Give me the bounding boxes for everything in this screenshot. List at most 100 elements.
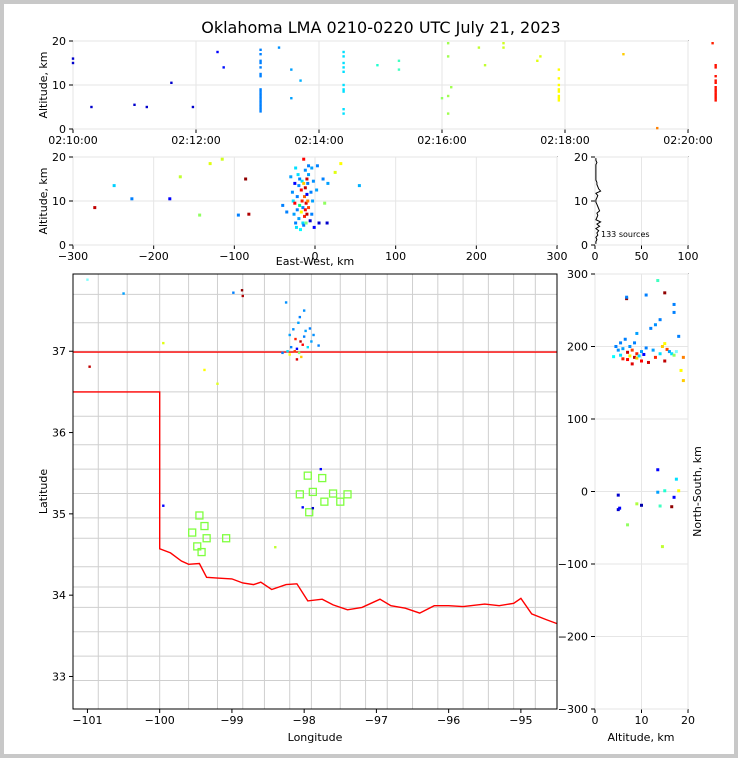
source-point	[342, 61, 345, 65]
source-point	[259, 48, 262, 51]
source-point	[259, 88, 262, 91]
source-point	[290, 97, 293, 100]
source-point	[220, 157, 224, 161]
source-point	[170, 81, 173, 84]
source-point	[71, 61, 75, 65]
source-point	[288, 333, 291, 337]
station-marker	[308, 487, 317, 497]
source-point	[259, 99, 262, 102]
ns-alt-y-tick-label: 300	[567, 268, 588, 281]
source-point	[306, 181, 310, 185]
histogram-x-tick-label: 0	[592, 250, 599, 263]
north-south-altitude-panel: 0 10 20 −300 −200 −100 0 100 200 300 Altitude, km N…	[558, 268, 704, 744]
source-point	[446, 94, 450, 98]
source-point	[642, 352, 646, 356]
ew-height-x-axis-label: East-West, km	[276, 255, 354, 268]
ew-height-x-tick-label: −100	[219, 250, 249, 263]
source-point	[397, 68, 401, 71]
source-point	[670, 505, 674, 509]
source-point	[557, 97, 561, 100]
source-point	[162, 341, 165, 345]
source-point	[310, 166, 314, 170]
source-point	[649, 326, 653, 330]
source-point	[291, 199, 295, 203]
ns-alt-x-tick-label: 10	[635, 714, 649, 727]
source-point	[663, 359, 667, 363]
east-west-altitude-panel: −300 −200 −100 0 100 200 300 0 10 20 East-West, km…	[37, 151, 568, 268]
source-point	[450, 86, 453, 89]
source-point	[626, 350, 630, 354]
source-point	[660, 345, 664, 348]
source-point	[299, 340, 302, 343]
source-point	[357, 184, 361, 188]
source-point	[644, 346, 648, 350]
source-point	[342, 83, 345, 87]
source-point	[628, 345, 632, 348]
source-point	[305, 192, 309, 196]
source-point	[321, 177, 325, 181]
source-point	[376, 64, 379, 67]
source-point	[711, 42, 714, 45]
source-point	[656, 126, 659, 130]
source-point	[281, 203, 285, 207]
source-point	[623, 337, 627, 341]
ew-height-y-tick-label: 10	[52, 195, 66, 208]
source-point	[297, 217, 301, 221]
source-point	[162, 504, 165, 507]
source-point	[658, 504, 662, 508]
source-point	[440, 97, 444, 100]
county-boundaries	[73, 274, 557, 709]
source-point	[281, 351, 284, 355]
ew-height-x-tick-label: −200	[139, 250, 169, 263]
source-point	[306, 345, 309, 349]
source-point	[342, 70, 345, 73]
source-point	[628, 354, 632, 358]
source-point	[303, 208, 307, 212]
source-point	[308, 219, 312, 223]
source-point	[259, 92, 262, 95]
source-point	[663, 342, 667, 346]
ew-height-x-tick-label: 300	[547, 250, 568, 263]
source-point	[646, 360, 650, 364]
source-point	[315, 188, 319, 192]
ew-height-x-tick-label: −300	[58, 250, 88, 263]
station-marker	[200, 521, 209, 531]
source-point	[714, 97, 717, 100]
source-point	[672, 302, 676, 306]
source-point	[241, 294, 244, 298]
source-point	[311, 199, 315, 203]
source-point	[667, 350, 671, 354]
source-point	[674, 477, 678, 481]
source-point	[304, 201, 308, 205]
source-point	[259, 97, 262, 100]
source-point	[656, 490, 660, 494]
source-point	[294, 225, 298, 229]
source-point	[323, 201, 327, 205]
ew-height-y-tick-label: 0	[59, 239, 66, 252]
source-point	[557, 88, 561, 91]
source-point	[670, 352, 674, 356]
map-x-tick-label: −96	[437, 714, 460, 727]
ns-alt-x-tick-label: 20	[681, 714, 695, 727]
source-point	[293, 201, 297, 205]
ns-alt-y-tick-label: 100	[567, 413, 588, 426]
oklahoma-state-border	[73, 391, 558, 625]
source-point	[285, 210, 289, 214]
source-point	[630, 362, 634, 366]
plan-view-map-panel: −101 −100 −99 −98 −97 −96 −95 33 34 35 36 37 Longitu…	[37, 273, 558, 744]
source-point	[635, 331, 639, 335]
source-point	[477, 46, 481, 49]
source-point	[342, 108, 345, 111]
source-point	[311, 506, 315, 510]
station-marker	[343, 490, 352, 499]
source-point	[305, 177, 309, 181]
source-point	[665, 347, 669, 351]
map-x-tick-label: −99	[220, 714, 243, 727]
ns-alt-y-tick-label: −300	[558, 703, 588, 716]
source-point	[640, 359, 643, 363]
source-point	[259, 110, 262, 113]
time-height-panel: 02:10:00 02:12:00 02:14:00 02:16:00 02:18:00…	[37, 35, 717, 147]
station-marker	[193, 542, 202, 551]
source-point	[297, 184, 301, 188]
